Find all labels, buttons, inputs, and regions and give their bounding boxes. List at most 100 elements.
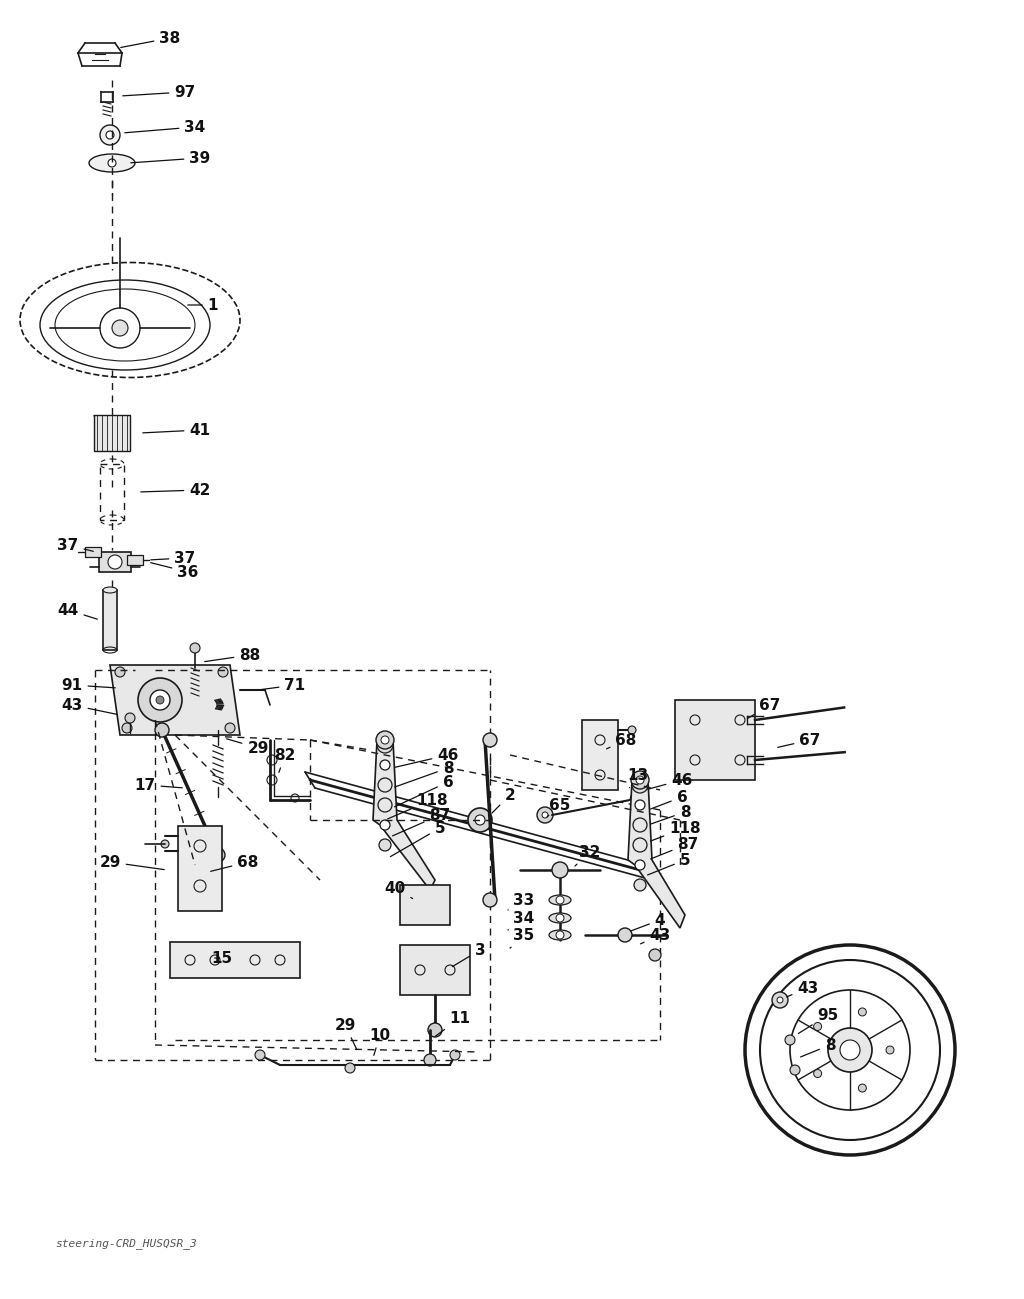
- Bar: [400, 885, 450, 925]
- Circle shape: [380, 760, 390, 770]
- Text: 82: 82: [274, 747, 296, 773]
- Circle shape: [377, 737, 393, 753]
- Text: steering-CRD_HUSQSR_3: steering-CRD_HUSQSR_3: [55, 1238, 197, 1248]
- Bar: [178, 826, 222, 911]
- Text: 4: 4: [631, 912, 666, 931]
- Bar: [100, 464, 124, 520]
- Text: 36: 36: [151, 562, 199, 579]
- Text: 39: 39: [131, 151, 211, 165]
- Text: 8: 8: [394, 760, 454, 787]
- Text: 37: 37: [57, 538, 93, 552]
- Text: 5: 5: [647, 852, 690, 876]
- Circle shape: [225, 724, 234, 733]
- Text: 46: 46: [648, 773, 692, 790]
- Text: 29: 29: [99, 855, 164, 869]
- Circle shape: [428, 1024, 442, 1037]
- Polygon shape: [628, 779, 685, 927]
- Circle shape: [633, 818, 647, 831]
- Text: 2: 2: [492, 787, 515, 813]
- Ellipse shape: [549, 895, 571, 905]
- Circle shape: [858, 1008, 866, 1016]
- Text: 33: 33: [508, 892, 535, 911]
- Polygon shape: [373, 740, 435, 890]
- Text: 6: 6: [394, 774, 454, 807]
- Text: 68: 68: [211, 855, 259, 872]
- Circle shape: [631, 772, 649, 788]
- Bar: [94, 414, 130, 451]
- Text: 67: 67: [748, 698, 780, 718]
- Bar: [400, 944, 470, 995]
- Circle shape: [155, 724, 169, 737]
- Circle shape: [840, 1040, 860, 1060]
- Circle shape: [156, 696, 164, 704]
- Circle shape: [345, 1063, 355, 1073]
- Text: 8: 8: [650, 804, 690, 824]
- Circle shape: [552, 863, 568, 878]
- Circle shape: [483, 892, 497, 907]
- Circle shape: [634, 879, 646, 891]
- Text: 29: 29: [334, 1017, 356, 1050]
- Circle shape: [378, 778, 392, 792]
- Text: 8: 8: [801, 1038, 836, 1057]
- Text: 68: 68: [606, 733, 637, 748]
- Text: 38: 38: [121, 30, 180, 48]
- Text: 32: 32: [575, 844, 601, 866]
- Text: 1: 1: [187, 297, 218, 313]
- Circle shape: [556, 914, 564, 922]
- Text: 43: 43: [61, 698, 118, 714]
- Text: 43: 43: [786, 981, 818, 996]
- Text: 34: 34: [125, 120, 206, 135]
- Polygon shape: [110, 665, 240, 735]
- Circle shape: [150, 690, 170, 711]
- Text: 87: 87: [650, 837, 698, 859]
- Ellipse shape: [549, 913, 571, 924]
- Circle shape: [537, 807, 553, 824]
- Text: 118: 118: [650, 821, 700, 840]
- Circle shape: [450, 1050, 460, 1060]
- Text: 34: 34: [508, 911, 535, 930]
- Text: 37: 37: [151, 551, 196, 565]
- Bar: [675, 700, 755, 779]
- Text: 71: 71: [261, 678, 305, 692]
- Circle shape: [635, 800, 645, 811]
- Circle shape: [814, 1022, 821, 1030]
- Circle shape: [380, 820, 390, 830]
- Text: 11: 11: [435, 1011, 470, 1037]
- Text: 40: 40: [384, 881, 413, 899]
- Circle shape: [556, 931, 564, 939]
- Circle shape: [424, 1053, 436, 1066]
- Text: 41: 41: [142, 422, 211, 438]
- Circle shape: [115, 666, 125, 677]
- Text: 95: 95: [799, 1008, 839, 1034]
- Circle shape: [542, 812, 548, 818]
- Circle shape: [649, 950, 662, 961]
- Circle shape: [632, 777, 648, 792]
- Text: 5: 5: [390, 821, 445, 856]
- Ellipse shape: [549, 930, 571, 940]
- Circle shape: [376, 731, 394, 750]
- Circle shape: [636, 776, 644, 785]
- Circle shape: [475, 814, 485, 825]
- Circle shape: [468, 808, 492, 831]
- Bar: [127, 555, 143, 565]
- Circle shape: [125, 713, 135, 724]
- Bar: [582, 720, 618, 790]
- Ellipse shape: [103, 587, 117, 594]
- Circle shape: [618, 927, 632, 942]
- Circle shape: [122, 724, 132, 733]
- Text: 3: 3: [453, 943, 485, 966]
- Circle shape: [218, 666, 228, 677]
- Circle shape: [814, 1069, 821, 1077]
- Text: 17: 17: [134, 778, 182, 792]
- Ellipse shape: [89, 155, 135, 171]
- Text: 91: 91: [61, 678, 116, 692]
- Text: 118: 118: [387, 792, 447, 818]
- Circle shape: [633, 838, 647, 852]
- Text: 6: 6: [650, 790, 687, 809]
- Circle shape: [635, 860, 645, 870]
- Bar: [103, 590, 117, 650]
- Circle shape: [483, 733, 497, 747]
- Text: 46: 46: [394, 747, 459, 768]
- Circle shape: [785, 1035, 795, 1044]
- Circle shape: [886, 1046, 894, 1053]
